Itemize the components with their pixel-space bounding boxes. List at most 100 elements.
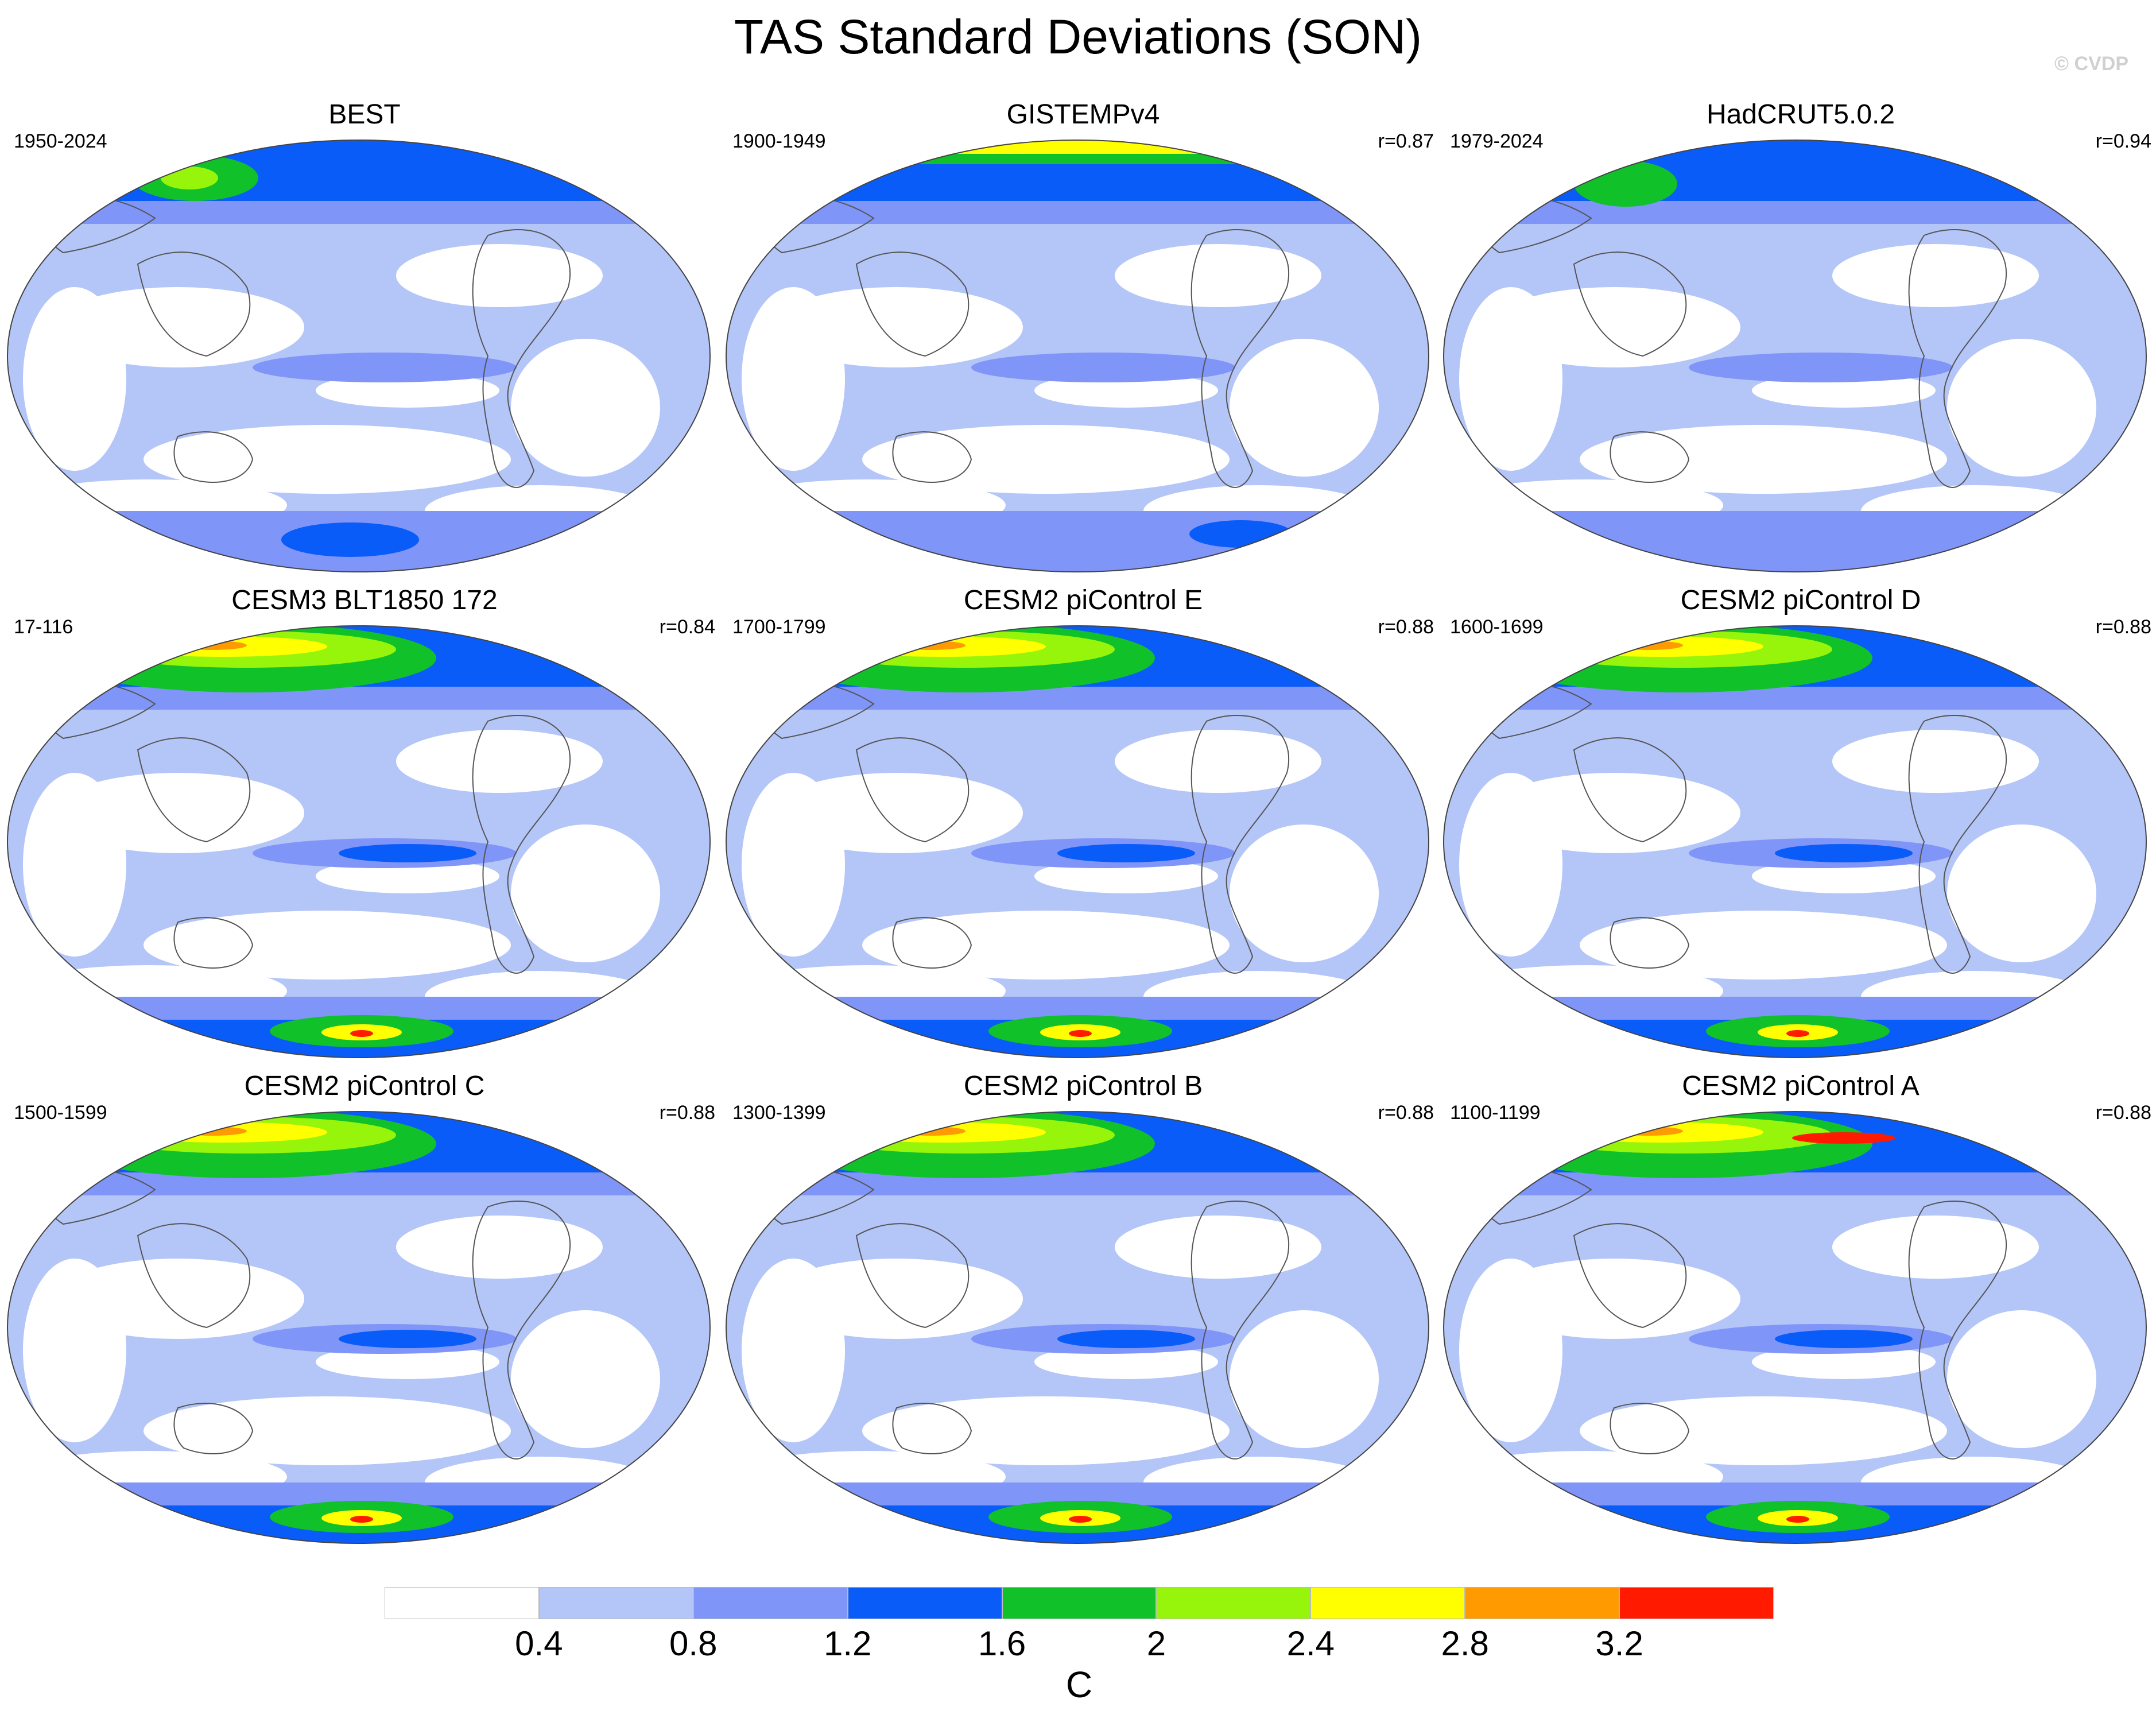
colorbar-tick-label: 0.4: [515, 1624, 563, 1663]
white-patch-4: [511, 1310, 660, 1448]
south-red-blob: [1069, 1516, 1092, 1523]
white-patch-4: [1947, 1310, 2096, 1448]
equatorial-band-outer: [1689, 353, 1953, 382]
continent-outline-1: [892, 1403, 972, 1454]
white-patch-5: [1459, 1259, 1562, 1442]
panel-correlation: r=0.88: [659, 1102, 715, 1124]
continent-outline-0: [137, 251, 251, 357]
colorbar-unit: C: [1065, 1664, 1093, 1705]
continent-outline-0: [855, 251, 970, 357]
panel-title: BEST: [328, 99, 401, 130]
white-patch-1: [1115, 730, 1321, 793]
colorbar-tick-label: 2.8: [1441, 1624, 1489, 1663]
north-high-band: [1444, 140, 2146, 201]
south-mid-band: [726, 511, 1429, 572]
panel-period: 1900-1949: [732, 130, 826, 152]
white-patch-5: [1459, 287, 1562, 471]
panel-title: GISTEMPv4: [1006, 99, 1160, 130]
white-patch-1: [396, 1215, 603, 1279]
robinson-map: [7, 625, 711, 1058]
map-panel: CESM2 piControl B 1300-1399 r=0.88: [724, 1069, 1442, 1546]
colorbar-tick-label: 2: [1146, 1624, 1166, 1663]
white-patch-2: [1580, 1396, 1947, 1465]
south-red-blob: [350, 1030, 373, 1037]
map-border: [7, 140, 711, 572]
continent-outline-2: [472, 715, 571, 974]
white-patch-5: [23, 287, 126, 471]
continent-outline-1: [892, 431, 972, 483]
white-patch-1: [396, 730, 603, 793]
colorbar-swatch: [385, 1587, 539, 1619]
equatorial-band-inner: [339, 844, 476, 862]
north-green-blob: [1574, 161, 1677, 207]
panel-title: HadCRUT5.0.2: [1706, 99, 1895, 130]
continent-outline-0: [1573, 251, 1687, 357]
white-patch-4: [1230, 1310, 1379, 1448]
south-blue-blob: [281, 522, 419, 557]
robinson-map: [1443, 625, 2147, 1058]
panel-title: CESM2 piControl E: [963, 585, 1203, 616]
panel-correlation: r=0.88: [2095, 1102, 2151, 1124]
map-border: [1443, 140, 2147, 572]
colorbar-swatch: [847, 1587, 1002, 1619]
map-border: [1443, 625, 2147, 1058]
panel-title: CESM3 BLT1850 172: [231, 585, 498, 616]
continent-outline-1: [1610, 431, 1690, 483]
white-patch-5: [1459, 773, 1562, 957]
equatorial-band-outer: [253, 353, 517, 382]
continent-outline-2: [1191, 715, 1290, 974]
continent-outline-1: [1610, 1403, 1690, 1454]
white-patch-5: [23, 1259, 126, 1442]
white-patch-2: [1580, 425, 1947, 494]
colorbar-swatch: [1156, 1587, 1311, 1619]
equatorial-band-inner: [1775, 844, 1913, 862]
panel-correlation: r=0.88: [1378, 1102, 1434, 1124]
colorbar-tick-label: 3.2: [1595, 1624, 1643, 1663]
white-patch-1: [1832, 244, 2039, 307]
white-patch-4: [1947, 339, 2096, 477]
panel-period: 1700-1799: [732, 616, 826, 638]
equatorial-band-inner: [1775, 1330, 1913, 1348]
white-patch-4: [511, 824, 660, 962]
continent-outline-2: [1191, 229, 1290, 488]
white-patch-2: [1580, 911, 1947, 980]
map-panel: CESM2 piControl D 1600-1699 r=0.88: [1442, 583, 2156, 1060]
map-border: [1443, 1111, 2147, 1544]
map-panel: CESM2 piControl C 1500-1599 r=0.88: [6, 1069, 723, 1546]
panel-period: 1950-2024: [14, 130, 107, 152]
continent-outline-1: [173, 917, 254, 969]
continent-outline-0: [137, 737, 251, 843]
continent-outline-1: [892, 917, 972, 969]
north-lime-blob: [161, 167, 218, 189]
continent-outline-2: [472, 229, 571, 488]
colorbar: [385, 1587, 1774, 1619]
white-patch-2: [862, 911, 1230, 980]
north-high-band: [7, 140, 710, 201]
continent-outline-1: [1610, 917, 1690, 969]
north-red-blob: [1792, 1132, 1895, 1144]
south-red-blob: [1786, 1030, 1809, 1037]
panel-title: CESM2 piControl A: [1682, 1071, 1920, 1101]
white-patch-1: [1115, 1215, 1321, 1279]
white-patch-2: [144, 911, 511, 980]
white-patch-5: [23, 773, 126, 957]
continent-outline-0: [1573, 737, 1687, 843]
south-red-blob: [1069, 1030, 1092, 1037]
white-patch-1: [396, 244, 603, 307]
continent-outline-0: [855, 1223, 970, 1329]
panel-correlation: r=0.88: [2095, 616, 2151, 638]
map-panel: BEST 1950-2024: [6, 98, 723, 574]
colorbar-tick-label: 2.4: [1286, 1624, 1335, 1663]
map-border: [7, 1111, 711, 1544]
equatorial-band-inner: [339, 1330, 476, 1348]
map-panel: CESM3 BLT1850 172 17-116 r=0.84: [6, 583, 723, 1060]
map-border: [726, 140, 1429, 572]
panel-correlation: r=0.84: [659, 616, 715, 638]
credit-watermark: © CVDP: [2054, 53, 2128, 75]
colorbar-swatch: [538, 1587, 693, 1619]
white-patch-2: [862, 425, 1230, 494]
continent-outline-0: [855, 737, 970, 843]
white-patch-4: [1230, 339, 1379, 477]
colorbar-tick-label: 1.2: [823, 1624, 872, 1663]
white-patch-4: [511, 339, 660, 477]
